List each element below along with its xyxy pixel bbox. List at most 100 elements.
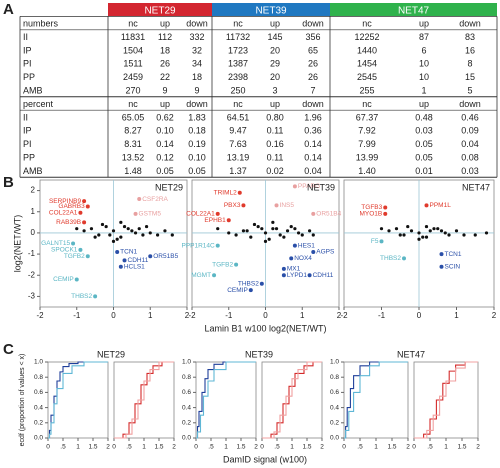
table-cell: 10 <box>419 72 429 82</box>
ecdf-line <box>114 361 174 439</box>
gene-label: COL22A1 <box>49 210 78 217</box>
labeled-point <box>383 205 388 210</box>
labeled-point <box>292 184 297 189</box>
gene-label: CSF2RA <box>142 196 168 203</box>
labeled-point <box>137 197 142 202</box>
x-tick-label: 1 <box>290 444 294 451</box>
plot-frame <box>195 361 257 439</box>
point <box>119 235 123 239</box>
x-tick-label: 0 <box>260 444 264 451</box>
table-cell: 3 <box>272 85 277 95</box>
table-cell: 20 <box>270 72 280 82</box>
row-label: II <box>23 32 28 42</box>
point <box>447 233 451 237</box>
plot-frame <box>261 361 323 439</box>
labeled-point <box>311 249 316 254</box>
chart-title: NET29 <box>97 349 125 359</box>
point <box>421 235 425 239</box>
table-cell: 112 <box>158 32 172 42</box>
table-cell: 332 <box>189 32 204 42</box>
table-cell: 0.11 <box>267 152 284 162</box>
table-cell: 8.31 <box>124 139 142 149</box>
y-tick-label: 0.2 <box>34 420 43 427</box>
labeled-point <box>226 218 231 223</box>
chart-title: NET47 <box>397 349 425 359</box>
y-tick-label: 1 <box>31 207 36 216</box>
point <box>133 231 138 235</box>
x-tick-label: 0 <box>412 444 416 451</box>
gene-label: TRIML2 <box>214 189 238 196</box>
table-cell: 0.46 <box>461 112 479 122</box>
point <box>443 231 447 235</box>
point <box>473 233 477 237</box>
labeled-point <box>379 239 384 244</box>
table-cell: 12252 <box>354 32 379 42</box>
column-label: down <box>186 18 208 28</box>
point <box>111 229 116 233</box>
gene-label: HES1 <box>298 242 315 249</box>
column-label: up <box>270 99 280 109</box>
point <box>308 229 312 233</box>
labeled-point <box>85 204 90 209</box>
point <box>263 239 268 243</box>
column-label: nc <box>128 18 138 28</box>
point <box>227 231 231 235</box>
column-label: nc <box>362 99 372 109</box>
column-label: up <box>160 18 170 28</box>
point <box>282 235 286 239</box>
table-cell: 7.99 <box>358 139 376 149</box>
table-cell: 67.37 <box>356 112 379 122</box>
point <box>406 224 410 229</box>
row-label: AMB <box>23 85 43 95</box>
y-tick-label: 0.6 <box>330 389 339 396</box>
group-header <box>108 3 212 17</box>
labeled-point <box>71 241 76 246</box>
table-cell: 255 <box>359 85 374 95</box>
table-cell: 0.04 <box>304 166 322 176</box>
point <box>428 229 432 233</box>
table-cell: 7.63 <box>229 139 247 149</box>
gene-label: MX1 <box>287 266 301 273</box>
ecdf-line <box>344 361 408 439</box>
gene-label: SERPINB9 <box>49 198 82 205</box>
table-cell: 1723 <box>228 45 248 55</box>
gene-label: CEMIP <box>53 276 74 283</box>
x-tick-label: .5 <box>357 444 363 451</box>
y-tick-label: 0.0 <box>182 435 191 442</box>
table-cell: 87 <box>419 32 429 42</box>
x-tick-label: 2 <box>106 444 110 451</box>
gene-label: LYPD1 <box>287 272 307 279</box>
table-cell: 0.80 <box>266 112 284 122</box>
x-tick-label: -2 <box>36 311 44 320</box>
y-tick-label: 0.4 <box>34 404 43 411</box>
point <box>274 227 279 231</box>
labeled-point <box>281 273 286 278</box>
x-tick-label: 0 <box>46 444 50 451</box>
table-cell: 356 <box>305 32 320 42</box>
point <box>432 227 436 231</box>
table-cell: 0.18 <box>188 126 206 136</box>
point <box>115 237 119 241</box>
point <box>122 224 127 229</box>
column-label: nc <box>233 18 243 28</box>
labeled-point <box>118 264 123 269</box>
panel-label: C <box>3 341 14 358</box>
gene-label: THBS2 <box>71 293 92 300</box>
y-tick-label: 0.8 <box>34 374 43 381</box>
table-cell: 0.36 <box>304 126 322 136</box>
y-tick-label: -1 <box>28 249 36 258</box>
table-cell: 15 <box>465 72 475 82</box>
point <box>417 237 421 241</box>
chart-title: NET39 <box>307 182 335 192</box>
table-cell: 8 <box>467 59 472 69</box>
gene-label: EPHB1 <box>204 217 226 224</box>
table-cell: 0.08 <box>461 152 479 162</box>
labeled-point <box>212 273 217 278</box>
point <box>271 220 275 224</box>
point <box>285 229 290 233</box>
gene-label: GSTM5 <box>139 211 162 218</box>
section-label: percent <box>23 99 54 109</box>
y-tick-label: 0.0 <box>34 435 43 442</box>
row-label: AMB <box>23 166 43 176</box>
labeled-point <box>215 211 220 216</box>
